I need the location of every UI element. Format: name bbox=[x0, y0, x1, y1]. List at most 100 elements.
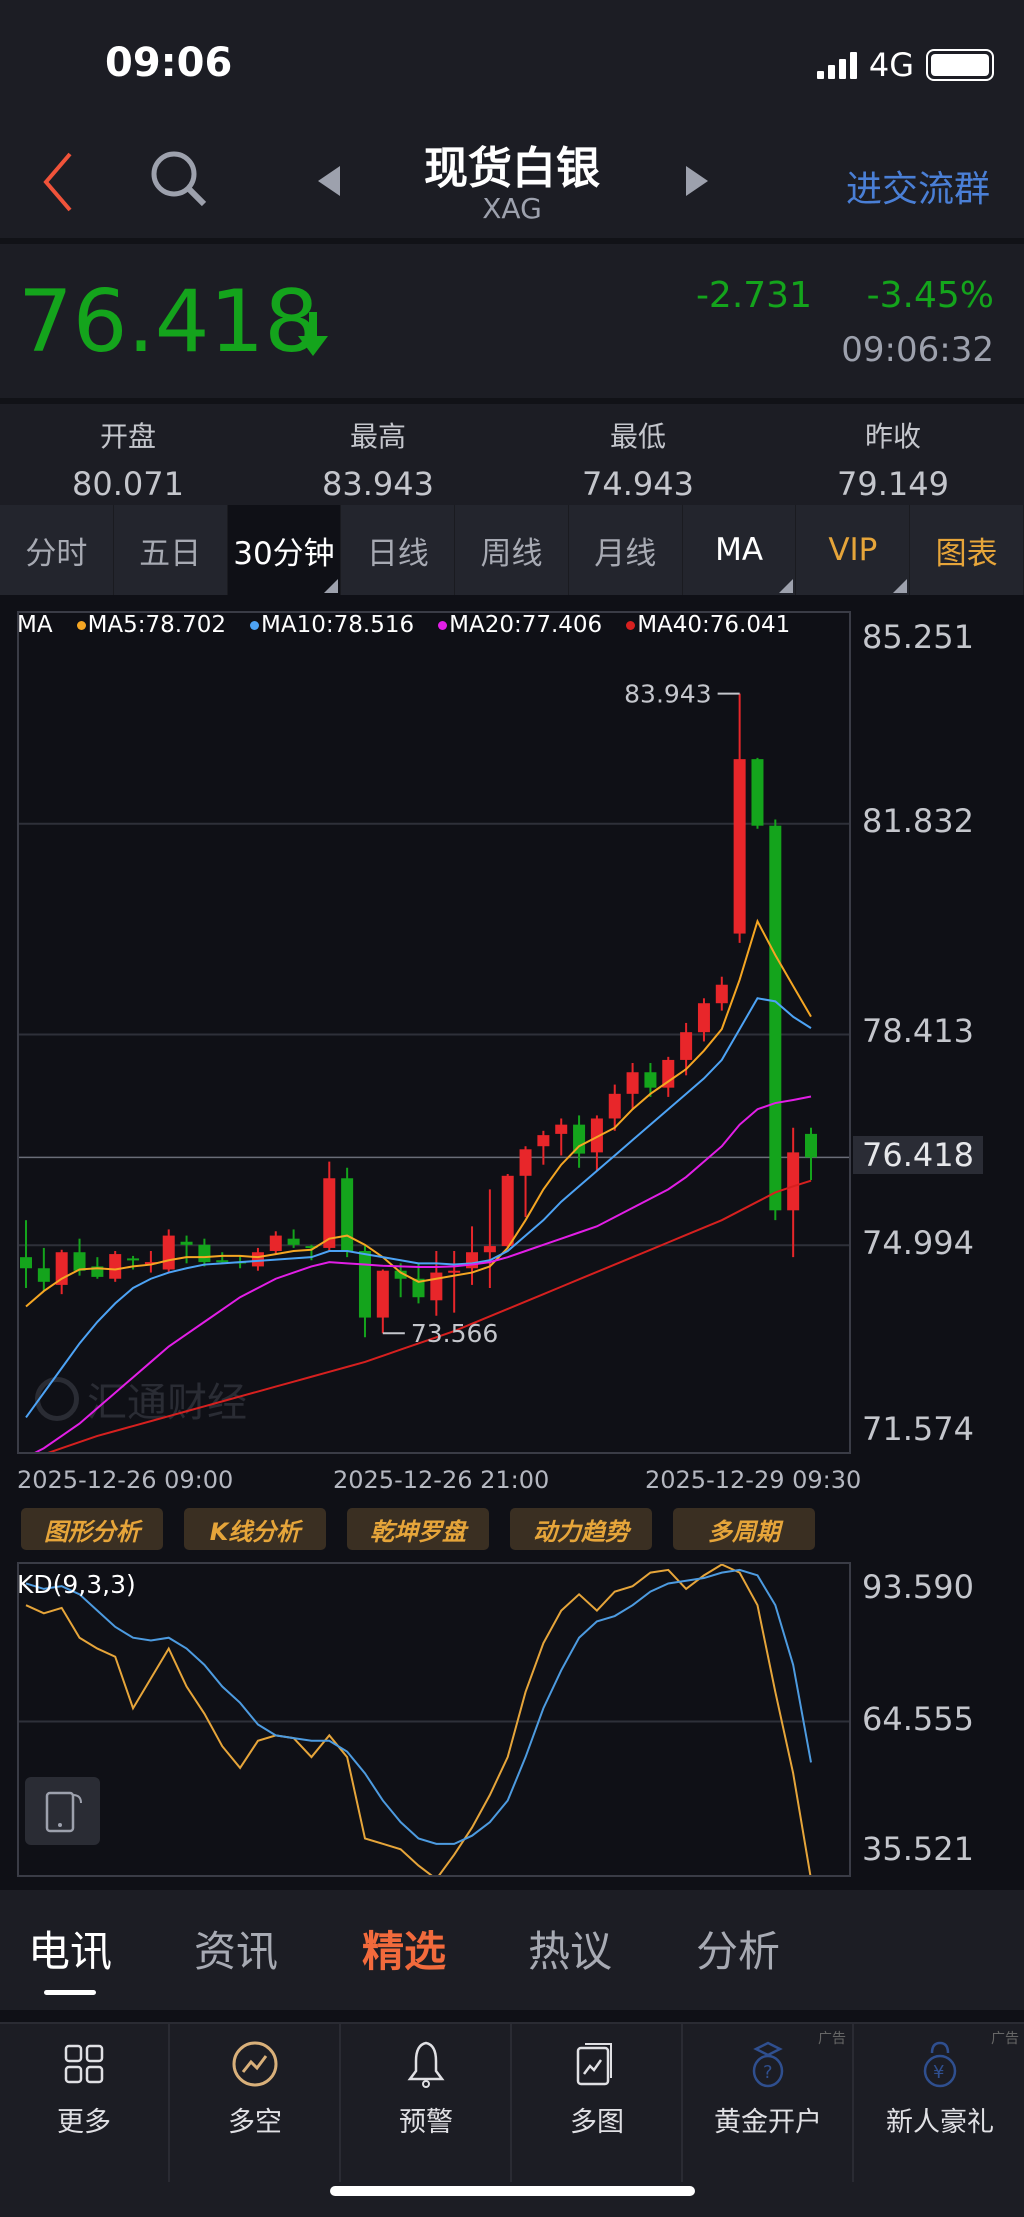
multi-chart-icon bbox=[576, 2043, 612, 2086]
news-tab-telegraph[interactable]: 电讯 bbox=[28, 1927, 113, 1976]
tab-30min[interactable]: 30分钟 bbox=[227, 505, 342, 595]
candle-body bbox=[501, 1175, 514, 1247]
tab-intraday[interactable]: 分时 bbox=[0, 505, 114, 595]
tab-monthly[interactable]: 月线 bbox=[569, 505, 683, 595]
search-icon[interactable] bbox=[148, 148, 210, 210]
divider bbox=[0, 398, 1024, 404]
x-tick: 2025-12-26 21:00 bbox=[333, 1466, 550, 1494]
stat-value: 80.071 bbox=[72, 465, 184, 503]
money-bag-question-icon: ? bbox=[752, 2041, 784, 2088]
prev-arrow-icon[interactable] bbox=[318, 166, 342, 196]
candle-body bbox=[287, 1238, 300, 1245]
candle-body bbox=[412, 1278, 425, 1298]
stat-high: 最高 83.943 bbox=[250, 415, 506, 503]
toolbar-label: 更多 bbox=[57, 2107, 111, 2138]
page-title: 现货白银 bbox=[424, 143, 600, 194]
legend-ma5: MA5:78.702 bbox=[76, 612, 226, 638]
stat-value: 79.149 bbox=[837, 465, 949, 503]
candle-body bbox=[55, 1252, 68, 1285]
tab-daily[interactable]: 日线 bbox=[341, 505, 456, 595]
candle-body bbox=[680, 1032, 693, 1060]
candlestick-chart[interactable]: 83.943 73.566 bbox=[17, 611, 851, 1454]
toolbar-label: 新人豪礼 bbox=[886, 2107, 994, 2138]
rotate-phone-icon bbox=[45, 1791, 82, 1833]
toolbar-label: 多图 bbox=[570, 2107, 624, 2138]
toolbar-more[interactable]: 更多 bbox=[0, 2022, 170, 2182]
ma-line-ma5 bbox=[25, 918, 812, 1308]
candle-body bbox=[537, 1135, 550, 1147]
period-tabs: 分时 五日 30分钟 日线 周线 月线 MA VIP 图表 bbox=[0, 505, 1024, 595]
next-arrow-icon[interactable] bbox=[684, 166, 708, 196]
stat-label: 最低 bbox=[609, 420, 666, 453]
stat-value: 74.943 bbox=[582, 465, 694, 503]
y-tick: 81.832 bbox=[862, 802, 974, 840]
legend-ma20: MA20:77.406 bbox=[438, 612, 602, 638]
legend-dot bbox=[250, 621, 260, 630]
ad-label: 广告 bbox=[818, 2031, 846, 2047]
trend-circle-icon bbox=[232, 2041, 278, 2087]
candle-body bbox=[608, 1093, 621, 1119]
join-group-link[interactable]: 进交流群 bbox=[845, 169, 990, 210]
legend-ma40: MA40:76.041 bbox=[626, 612, 790, 638]
y-tick: 71.574 bbox=[862, 1410, 974, 1448]
svg-text:?: ? bbox=[763, 2062, 773, 2083]
divider bbox=[0, 238, 1024, 244]
x-tick: 2025-12-26 09:00 bbox=[17, 1466, 234, 1494]
rotate-screen-button[interactable] bbox=[25, 1777, 100, 1845]
toolbar-label: 预警 bbox=[399, 2107, 453, 2138]
toolbar-alert[interactable]: 预警 bbox=[342, 2022, 512, 2182]
stat-low: 最低 74.943 bbox=[510, 415, 766, 503]
money-bag-yen-icon: ¥ bbox=[923, 2041, 957, 2088]
quote-time: 09:06:32 bbox=[841, 330, 994, 370]
bell-icon bbox=[407, 2041, 445, 2088]
tab-vip[interactable]: VIP bbox=[796, 505, 911, 595]
toolbar-newbie-gift[interactable]: 广告 ¥ 新人豪礼 bbox=[855, 2022, 1024, 2182]
compass-button[interactable]: 乾坤罗盘 bbox=[347, 1508, 489, 1550]
multi-period-button[interactable]: 多周期 bbox=[673, 1508, 815, 1550]
back-icon[interactable] bbox=[38, 150, 78, 214]
toolbar-multi-chart[interactable]: 多图 bbox=[513, 2022, 683, 2182]
y-tick: 78.413 bbox=[862, 1012, 974, 1050]
momentum-trend-button[interactable]: 动力趋势 bbox=[510, 1508, 652, 1550]
candle-body bbox=[269, 1235, 282, 1251]
news-tab-info[interactable]: 资讯 bbox=[194, 1927, 279, 1976]
watermark-text: 汇通财经 bbox=[87, 1380, 247, 1426]
grid-icon bbox=[64, 2044, 104, 2084]
legend-label: MA20:77.406 bbox=[449, 612, 603, 638]
pattern-analysis-button[interactable]: 图形分析 bbox=[21, 1508, 163, 1550]
tab-weekly[interactable]: 周线 bbox=[455, 505, 569, 595]
candle-body bbox=[198, 1244, 211, 1263]
kd-chart[interactable] bbox=[17, 1562, 851, 1877]
tab-ma[interactable]: MA bbox=[683, 505, 797, 595]
news-tab-hot[interactable]: 热议 bbox=[528, 1927, 613, 1976]
tab-5day[interactable]: 五日 bbox=[114, 505, 228, 595]
candle-body bbox=[733, 759, 746, 934]
y-tick: 35.521 bbox=[862, 1830, 974, 1868]
candle-body bbox=[358, 1250, 371, 1318]
candle-body bbox=[751, 759, 764, 826]
candle-body bbox=[805, 1133, 817, 1158]
legend-dot bbox=[626, 621, 636, 630]
candle-body bbox=[305, 1246, 318, 1249]
price-change: -2.731 bbox=[695, 275, 812, 316]
candle-body bbox=[519, 1149, 532, 1176]
kd-line-d bbox=[25, 1568, 812, 1845]
candle-body bbox=[37, 1268, 50, 1282]
candle-body bbox=[91, 1266, 104, 1277]
toolbar-gold-account[interactable]: 广告? 黄金开户 bbox=[684, 2022, 854, 2182]
watermark-logo-icon bbox=[35, 1377, 79, 1421]
candle-body bbox=[376, 1270, 389, 1318]
current-price: 76.418 bbox=[18, 272, 319, 372]
candle-body bbox=[590, 1118, 603, 1153]
dropdown-corner-icon bbox=[324, 579, 339, 593]
ma-line-ma20 bbox=[34, 1095, 812, 1452]
tab-chart-settings[interactable]: 图表 bbox=[910, 505, 1024, 595]
news-tab-analysis[interactable]: 分析 bbox=[696, 1927, 781, 1976]
kline-analysis-button[interactable]: K线分析 bbox=[184, 1508, 326, 1550]
ma-line-ma10 bbox=[25, 997, 812, 1419]
candle-body bbox=[697, 1003, 710, 1033]
news-tab-featured[interactable]: 精选 bbox=[362, 1927, 447, 1976]
candle-body bbox=[73, 1252, 86, 1271]
candle-body bbox=[555, 1124, 568, 1134]
toolbar-long-short[interactable]: 多空 bbox=[171, 2022, 341, 2182]
